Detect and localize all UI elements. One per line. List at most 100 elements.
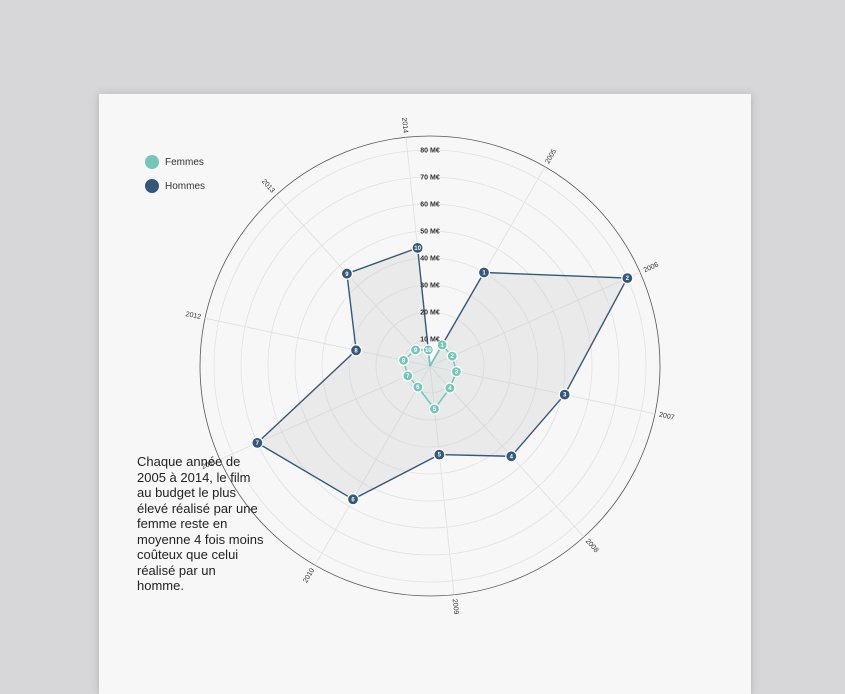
- data-point-femmes: 7: [402, 370, 414, 382]
- data-point-hommes: 5: [433, 448, 446, 461]
- year-label: 2013: [260, 178, 276, 194]
- data-point-label: 8: [354, 348, 358, 354]
- data-point-femmes: 6: [412, 381, 424, 393]
- data-point-marker: [433, 448, 446, 461]
- data-point-hommes: 4: [505, 450, 518, 463]
- data-point-femmes: 1: [436, 339, 448, 351]
- data-point-marker: [412, 381, 424, 393]
- grid-circle: [375, 311, 485, 421]
- data-point-label: 8: [402, 358, 406, 364]
- legend: Femmes Hommes: [145, 150, 205, 198]
- grid-spoke: [429, 365, 585, 538]
- data-point-label: 7: [406, 374, 410, 380]
- tick-label: 50 M€: [420, 229, 440, 236]
- data-point-label: 1: [440, 343, 444, 349]
- grid-circle: [348, 284, 512, 448]
- data-point-hommes: 6: [346, 493, 360, 506]
- data-point-femmes: 10: [422, 344, 434, 356]
- data-point-femmes: 4: [444, 382, 456, 394]
- data-point-marker: [621, 272, 634, 285]
- tick-label: 80 M€: [420, 148, 440, 155]
- grid-spoke: [275, 194, 431, 367]
- data-point-femmes: 8: [397, 354, 410, 366]
- data-point-label: 3: [455, 370, 459, 376]
- year-label: 2014: [400, 117, 409, 133]
- data-point-marker: [397, 354, 410, 366]
- data-point-hommes: 9: [340, 267, 353, 280]
- data-point-marker: [422, 344, 434, 356]
- tick-label: 10 M€: [420, 337, 440, 344]
- year-label: 2005: [544, 148, 558, 165]
- tick-label: 60 M€: [420, 202, 440, 209]
- chart-ticks: 10 M€ 20 M€ 30 M€ 40 M€ 50 M€ 60 M€ 70 M€ 80 M€: [420, 148, 440, 344]
- data-point-marker: [402, 370, 414, 382]
- data-point-femmes: 3: [450, 366, 463, 378]
- data-point-label: 2: [626, 276, 630, 282]
- data-point-marker: [505, 450, 518, 463]
- data-point-label: 6: [416, 385, 420, 391]
- data-point-marker: [349, 344, 363, 357]
- year-label: 2008: [584, 538, 600, 554]
- tick-label: 70 M€: [420, 175, 440, 182]
- data-point-marker: [409, 344, 422, 356]
- data-point-marker: [346, 493, 360, 506]
- year-label: 2006: [643, 261, 660, 274]
- data-point-femmes: 5: [428, 403, 441, 415]
- data-point-label: 4: [448, 386, 452, 392]
- grid-spoke: [314, 365, 431, 566]
- grid-circle: [294, 230, 566, 502]
- year-label: 2007: [658, 412, 675, 422]
- legend-swatch-femmes: [145, 155, 159, 169]
- grid-spoke: [204, 317, 431, 367]
- data-point-label: 10: [425, 348, 432, 354]
- grid-circle: [321, 257, 539, 475]
- data-point-hommes: 8: [349, 344, 363, 357]
- series-line-hommes: [256, 247, 628, 500]
- chart-note: Chaque année de 2005 à 2014, le film au …: [137, 454, 264, 593]
- legend-swatch-hommes: [145, 179, 159, 193]
- grid-spoke: [429, 365, 656, 415]
- year-label: 2009: [451, 599, 460, 615]
- data-point-hommes: 7: [251, 436, 264, 449]
- grid-spoke: [429, 272, 641, 367]
- data-point-label: 3: [563, 393, 567, 399]
- year-label: 2012: [185, 311, 202, 321]
- data-point-label: 7: [256, 441, 260, 447]
- legend-item-femmes[interactable]: Femmes: [145, 150, 205, 174]
- data-point-label: 4: [510, 454, 514, 460]
- grid-circle: [213, 149, 647, 583]
- data-point-marker: [436, 339, 448, 351]
- data-point-marker: [251, 436, 264, 449]
- data-point-label: 6: [351, 497, 355, 503]
- data-point-hommes: 2: [621, 272, 634, 285]
- legend-label-femmes: Femmes: [165, 156, 204, 168]
- data-point-marker: [450, 366, 463, 378]
- data-point-marker: [446, 350, 458, 362]
- data-point-marker: [340, 267, 353, 280]
- tick-label: 20 M€: [420, 310, 440, 317]
- chart-grid: [199, 135, 661, 597]
- data-point-marker: [477, 266, 491, 279]
- grid-circle: [402, 338, 458, 394]
- page-card: 1 2 3 4 5 6 7 8 9 10 1 2 3 4 5 6 7 8 9 10 10 M€ 20 M€ 30 M€ 40…: [99, 94, 751, 694]
- grid-circle: [240, 176, 620, 556]
- data-point-label: 2: [451, 354, 455, 360]
- legend-label-hommes: Hommes: [165, 180, 206, 192]
- data-point-marker: [558, 388, 571, 401]
- data-point-label: 5: [433, 407, 437, 413]
- data-point-label: 1: [482, 271, 486, 277]
- grid-circle: [267, 203, 593, 529]
- data-point-hommes: 3: [558, 388, 571, 401]
- data-point-hommes: 10: [411, 241, 424, 254]
- tick-label: 40 M€: [420, 256, 440, 263]
- outer-circle: [199, 135, 661, 597]
- data-point-hommes: 1: [477, 266, 491, 279]
- data-point-label: 9: [414, 348, 418, 354]
- year-label: 2010: [302, 567, 316, 584]
- legend-item-hommes[interactable]: Hommes: [145, 174, 205, 198]
- tick-label: 30 M€: [420, 283, 440, 290]
- data-point-label: 9: [345, 272, 349, 278]
- data-point-marker: [444, 382, 456, 394]
